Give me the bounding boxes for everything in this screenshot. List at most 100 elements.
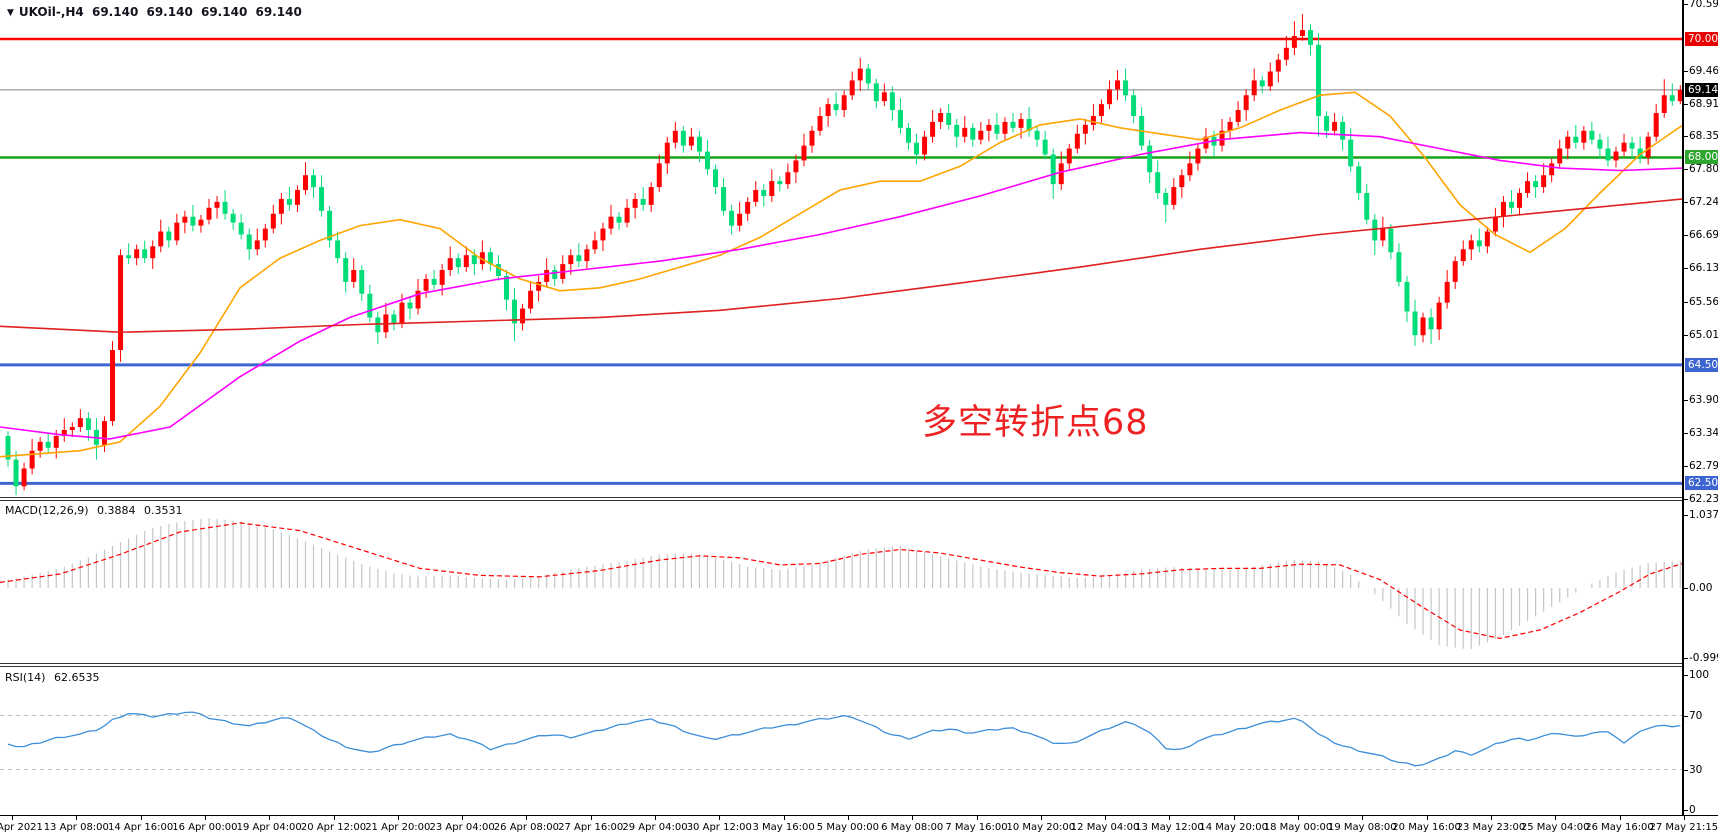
candle-body	[1388, 228, 1394, 253]
candle-body	[1002, 121, 1008, 134]
candle-body	[656, 163, 662, 188]
time-tick-label: 14 May 20:00	[1199, 822, 1268, 833]
price-tick-label: 62.235	[1689, 493, 1718, 506]
time-tick-label: 5 May 00:00	[816, 822, 879, 833]
macd-tick-mark	[1684, 657, 1688, 659]
candle-body	[1500, 201, 1506, 217]
candle-body	[1235, 110, 1241, 122]
candle-body	[1340, 121, 1346, 140]
price-axis[interactable]: 70.590 69.465 68.910 68.355 67.800 67.245 66.6…	[1683, 0, 1718, 816]
time-tick-label: 20 Apr 12:00	[300, 822, 367, 833]
candle-body	[873, 83, 879, 102]
time-tick-mark	[12, 816, 13, 820]
candle-body	[439, 270, 445, 285]
candle-body	[1605, 148, 1611, 161]
candle-body	[399, 302, 405, 324]
macd-panel[interactable]	[0, 518, 1683, 650]
candle-body	[13, 459, 19, 487]
candle-body	[978, 130, 984, 140]
main-price-panel[interactable]	[0, 14, 1683, 496]
candle-body	[1573, 136, 1579, 143]
candle-body	[190, 216, 196, 226]
rsi-tick-mark	[1684, 769, 1688, 771]
candle-body	[1436, 302, 1442, 330]
time-tick-mark	[1298, 816, 1299, 820]
candle-body	[319, 187, 325, 211]
price-tick-mark	[1684, 400, 1688, 402]
time-tick-label: 7 May 16:00	[945, 822, 1008, 833]
candle-body	[503, 275, 509, 300]
price-tick-label: 66.135	[1689, 261, 1718, 274]
rsi-panel[interactable]	[0, 711, 1683, 770]
candle-body	[230, 213, 236, 223]
candle-body	[182, 216, 188, 223]
price-tick-mark	[1684, 267, 1688, 269]
candle-body	[1082, 124, 1088, 134]
candle-body	[1332, 121, 1338, 131]
candle-body	[1010, 121, 1016, 128]
candle-body	[37, 441, 43, 451]
price-tick-mark	[1684, 136, 1688, 138]
candle-body	[1380, 228, 1386, 241]
price-tick-label: 70.590	[1689, 0, 1718, 10]
time-tick-label: 10 May 20:00	[1006, 822, 1076, 833]
rsi-line	[7, 711, 1681, 767]
candle-body	[206, 207, 212, 220]
time-tick-label: 29 Apr 04:00	[622, 822, 688, 833]
candle-body	[174, 222, 180, 241]
price-badge-70.000: 70.000	[1685, 31, 1718, 46]
candle-body	[970, 127, 976, 140]
candle-body	[721, 187, 727, 211]
candle-body	[487, 252, 493, 265]
candle-body	[986, 124, 992, 131]
time-tick-label: 12 May 04:00	[1070, 822, 1140, 833]
candle-body	[1219, 130, 1225, 146]
candle-body	[713, 169, 719, 188]
candle-body	[897, 110, 903, 128]
chart-plot-area[interactable]	[0, 0, 1683, 816]
chart-annotation[interactable]: 多空转折点68	[922, 403, 1149, 443]
price-tick-label: 68.910	[1689, 97, 1718, 110]
time-tick-label: 16 Apr 00:00	[172, 822, 238, 833]
candle-body	[61, 430, 67, 436]
candle-body	[616, 216, 622, 223]
time-tick-mark	[526, 816, 528, 820]
candle-body	[1412, 311, 1418, 336]
candle-body	[53, 435, 59, 448]
candle-body	[327, 210, 333, 241]
candle-body	[1042, 139, 1048, 155]
candle-body	[914, 142, 920, 155]
macd-signal-line	[0, 522, 1683, 640]
price-tick-mark	[1684, 301, 1688, 303]
candle-body	[600, 228, 606, 241]
price-tick-label: 66.690	[1689, 229, 1718, 242]
candle-body	[592, 240, 598, 250]
candle-body	[1404, 281, 1410, 312]
ma-slow-red	[0, 198, 1683, 334]
candle-body	[423, 278, 429, 291]
candle-body	[1074, 133, 1080, 149]
candle-body	[922, 136, 928, 155]
time-tick-mark	[333, 816, 335, 820]
time-tick-label: 21 Apr 20:00	[365, 822, 431, 833]
candle-body	[222, 201, 228, 214]
time-tick-label: 19 Apr 04:00	[236, 822, 302, 833]
candle-body	[769, 181, 775, 196]
candle-body	[664, 142, 670, 164]
time-tick-label: 23 Apr 04:00	[429, 822, 495, 833]
candle-body	[214, 201, 220, 208]
price-badge-64.500: 64.500	[1685, 357, 1718, 372]
candle-body	[544, 270, 550, 282]
time-tick-mark	[140, 816, 142, 820]
candle-body	[729, 210, 735, 226]
candle-body	[954, 124, 960, 137]
time-tick-label: 6 May 08:00	[881, 822, 944, 833]
candle-body	[118, 255, 124, 351]
time-tick-label: 30 Apr 12:00	[686, 822, 752, 833]
time-tick-mark	[1362, 816, 1364, 820]
candle-body	[849, 80, 855, 96]
time-tick-mark	[1619, 816, 1621, 820]
candle-body	[753, 190, 759, 202]
candle-body	[150, 246, 156, 259]
